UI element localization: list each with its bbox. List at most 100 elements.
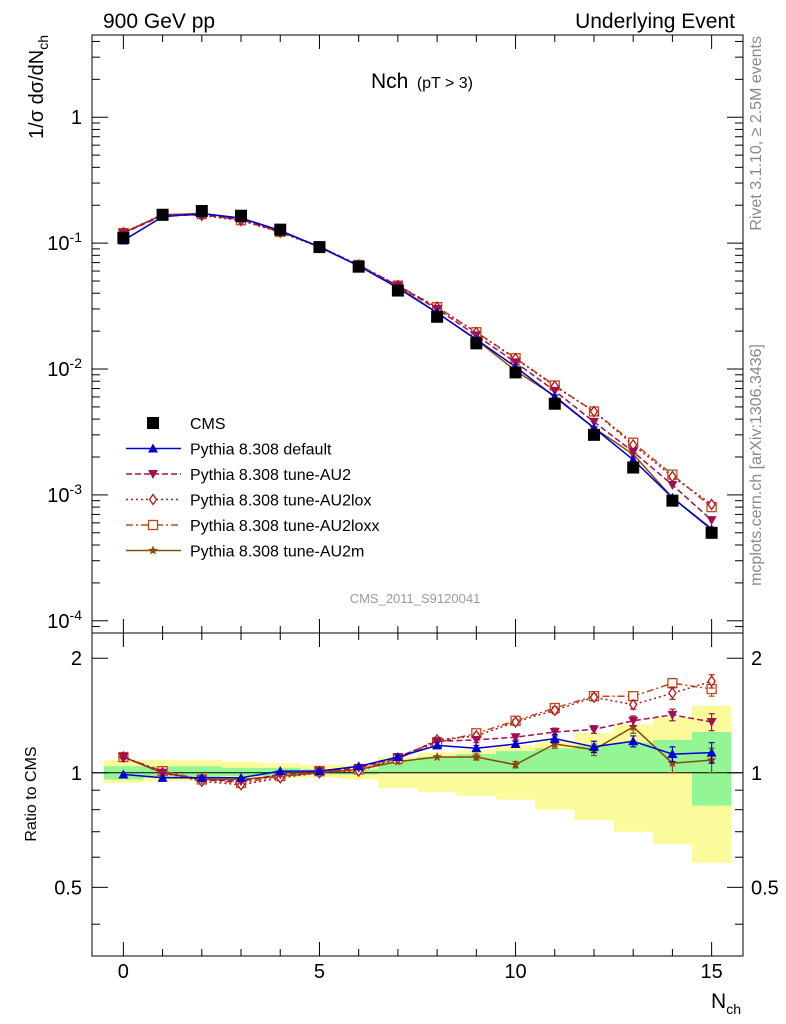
ratio-data-point (667, 678, 678, 689)
legend-swatch-marker (147, 519, 159, 531)
ytick-label-base: 10 (47, 611, 69, 633)
ratio-data-point (471, 735, 482, 745)
series-line (123, 214, 713, 521)
ratio-data-point (628, 716, 639, 726)
data-point (156, 208, 169, 221)
ratio-bands (92, 705, 743, 863)
series-line (123, 212, 713, 531)
ratio-series-pythia-8-308-default (118, 733, 717, 782)
ratio-data-point (667, 758, 678, 768)
data-point (509, 366, 522, 379)
series-pythia-8-308-tune-au2lox (119, 208, 716, 511)
ratio-data-point (511, 715, 520, 729)
ratio-frame (91, 632, 744, 957)
ratio-panel: 0.5 0.5 1 1 2 2 0 5 10 15 Ratio to CMS Nch (23, 632, 779, 1017)
ratio-series-line (123, 737, 712, 779)
data-point (352, 260, 365, 273)
rivet-label: Rivet 3.1.10, ≥ 2.5M events (748, 36, 765, 231)
ratio-data-point (628, 698, 638, 711)
ratio-tick-labels: 0.5 0.5 1 1 2 2 0 5 10 15 (54, 648, 779, 983)
ratio-ytick-label-right: 1 (751, 763, 762, 785)
legend-label: Pythia 8.308 tune-AU2 (190, 467, 351, 484)
ratio-series (118, 674, 717, 791)
chart-title-sub: (pT > 3) (417, 75, 473, 92)
xtick-label: 0 (118, 961, 129, 983)
ratio-data-point (706, 747, 717, 757)
x-axis-label: Nch (711, 990, 741, 1017)
ytick-label-exp: -3 (70, 481, 83, 497)
legend-label: Pythia 8.308 tune-AU2loxx (190, 518, 379, 535)
ytick-label-base: 10 (47, 485, 69, 507)
data-point (707, 498, 716, 511)
chart-title: Nch (pT > 3) (371, 70, 473, 93)
x-axis-label-sub: ch (726, 1001, 741, 1017)
ratio-data-point (314, 766, 325, 776)
data-point (470, 337, 483, 350)
data-point (667, 480, 678, 490)
ytick-label-base: 1 (71, 107, 82, 129)
legend-label: Pythia 8.308 tune-AU2lox (190, 493, 371, 510)
mcplots-label: mcplots.cern.ch [arXiv:1306.3436] (748, 344, 765, 586)
ratio-data-point (236, 772, 247, 782)
main-ylabel-sub: ch (35, 35, 51, 50)
legend-item: Pythia 8.308 tune-AU2 (126, 467, 351, 484)
data-point (195, 204, 208, 217)
chart-title-main: Nch (371, 70, 408, 93)
series-pythia-8-308-default (118, 208, 717, 534)
ytick-label-base: 10 (47, 233, 69, 255)
ratio-data-point (628, 736, 639, 746)
main-ylabel: 1/σ dσ/dNch (26, 35, 51, 139)
ratio-data-point (432, 740, 443, 750)
ratio-ytick-label-right: 2 (751, 648, 762, 670)
data-point (235, 209, 248, 222)
ratio-data-point (589, 691, 599, 704)
series-line (123, 213, 713, 508)
ratio-data-point (471, 743, 482, 753)
data-point (313, 241, 326, 254)
ytick-label-base: 10 (47, 359, 69, 381)
series-cms (117, 204, 718, 539)
legend-item: Pythia 8.308 tune-AU2lox (126, 493, 371, 510)
legend-label: Pythia 8.308 tune-AU2m (190, 544, 364, 561)
main-series (117, 204, 718, 539)
ratio-data-point (196, 772, 207, 782)
ratio-data-point (118, 753, 129, 763)
ratio-data-point (471, 752, 482, 762)
main-ytick-label: 10-2 (47, 355, 82, 381)
ratio-data-point (667, 749, 678, 759)
ratio-data-point (588, 741, 599, 751)
ratio-data-point (275, 766, 286, 776)
data-point (431, 310, 444, 323)
ytick-label-exp: -1 (70, 229, 83, 245)
ratio-band-total (103, 705, 732, 863)
legend-item: CMS (147, 416, 226, 433)
legend-label: Pythia 8.308 default (190, 442, 332, 459)
series-line (123, 213, 713, 506)
main-ytick-label: 10-1 (47, 229, 82, 255)
main-ytick-label: 10-3 (47, 481, 82, 507)
ratio-data-point (510, 733, 521, 743)
watermark: CMS_2011_S9120041 (350, 591, 481, 606)
data-point (589, 405, 599, 418)
data-point (627, 461, 640, 474)
main-ytick-label: 1 (71, 107, 82, 129)
legend-swatch-marker (147, 417, 159, 429)
ytick-label-exp: -4 (70, 607, 83, 623)
ratio-data-point (392, 752, 403, 762)
ratio-data-point (550, 739, 560, 749)
ytick-label-exp: -2 (70, 355, 83, 371)
x-axis-label-text: N (711, 990, 726, 1013)
ratio-ytick-label-left: 0.5 (54, 877, 82, 899)
data-point (549, 386, 560, 396)
data-point (274, 223, 287, 236)
main-ticks (92, 35, 743, 634)
main-ytick-label: 10-4 (47, 607, 82, 633)
xtick-label: 5 (314, 961, 325, 983)
legend: CMS Pythia 8.308 default Pythia 8.308 tune… (126, 416, 379, 561)
data-point (666, 494, 679, 507)
ratio-ytick-label-left: 2 (71, 648, 82, 670)
legend-swatch-marker (148, 470, 158, 479)
data-point (391, 284, 404, 297)
ratio-data-point (510, 759, 521, 769)
